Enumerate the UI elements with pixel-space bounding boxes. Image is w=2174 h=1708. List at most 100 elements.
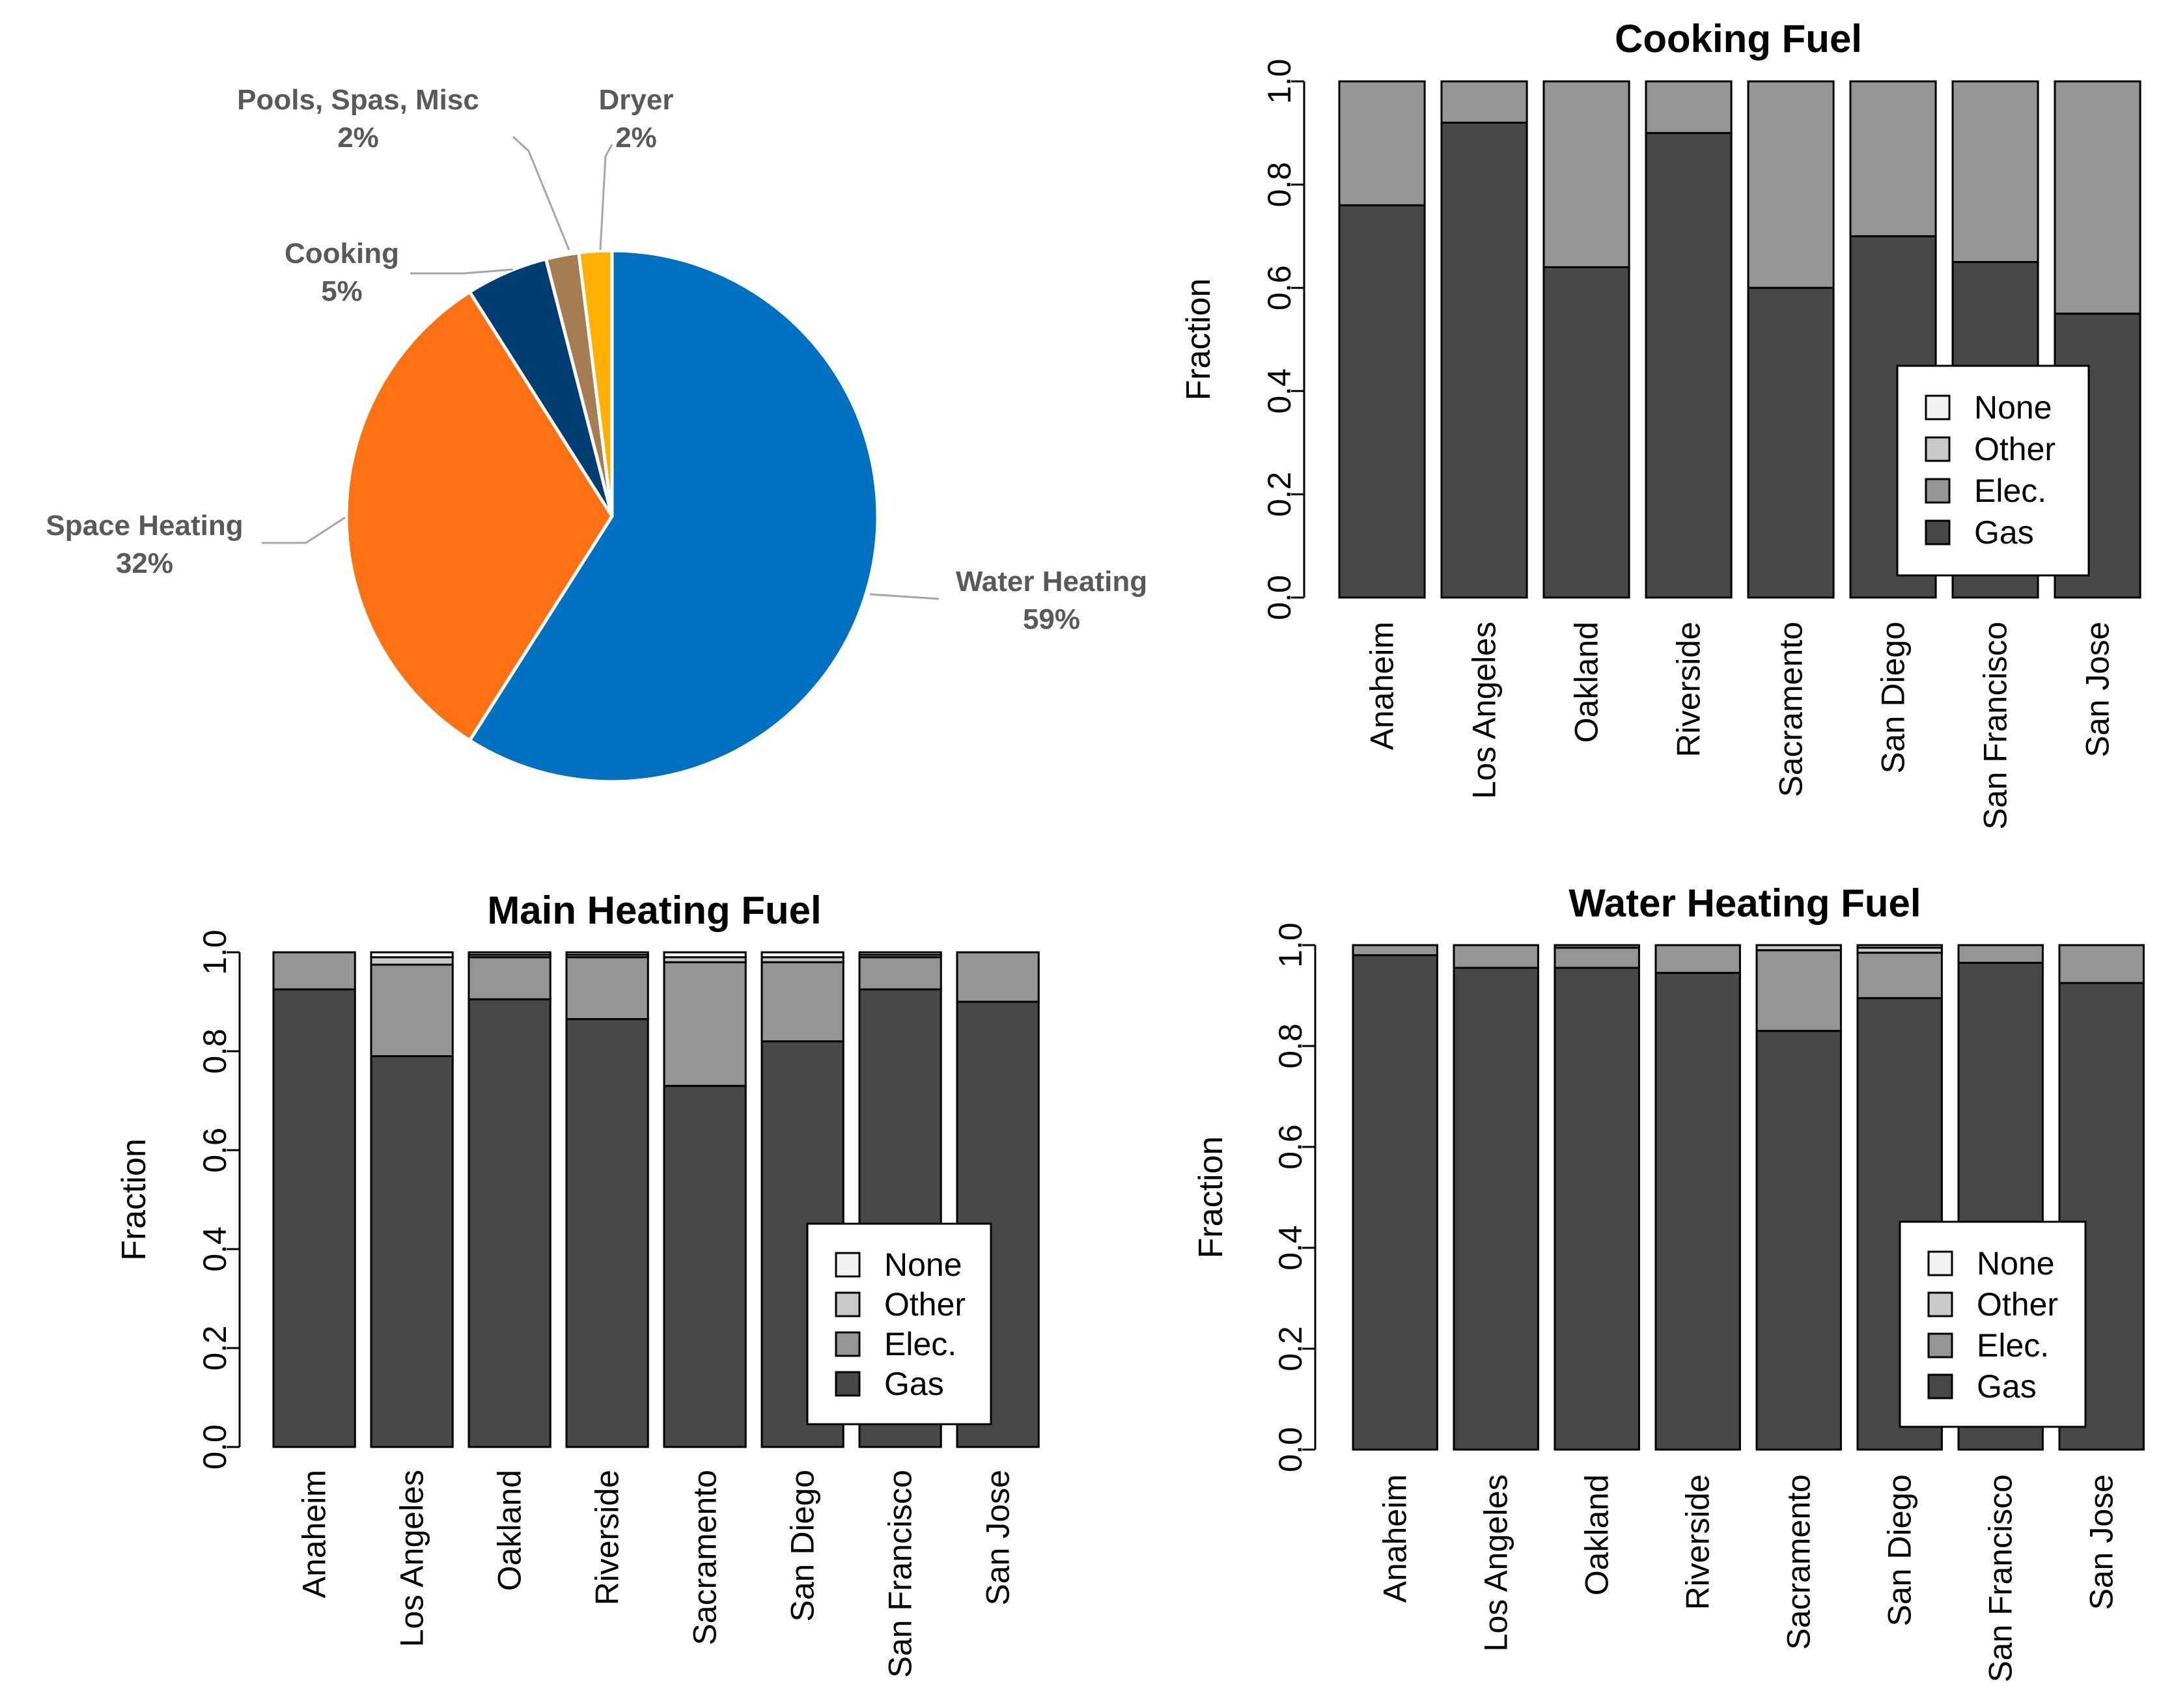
- legend-label-gas: Gas: [1974, 514, 2034, 551]
- bar-segment-oakland-gas: [1542, 266, 1630, 599]
- bar-segment-anaheim-elec: [1352, 944, 1438, 956]
- legend-swatch-other: [1925, 436, 1951, 462]
- bar-segment-sacramento-elec: [1747, 80, 1835, 289]
- legend-swatch-elec: [1927, 1332, 1953, 1358]
- y-tick-label: 0.6: [1261, 265, 1298, 310]
- x-tick-label-anaheim: Anaheim: [296, 1470, 333, 1598]
- x-tick-label-oakland: Oakland: [1568, 622, 1605, 743]
- bar-segment-san-diego-elec: [760, 961, 844, 1043]
- pie-label-dryer: Dryer: [599, 84, 674, 116]
- chart-title: Main Heating Fuel: [487, 888, 821, 932]
- legend-label-other: Other: [1974, 431, 2056, 467]
- bar-segment-sacramento-gas: [1747, 286, 1835, 599]
- x-tick-label-oakland: Oakland: [1579, 1474, 1615, 1595]
- bar-segment-oakland-other: [1554, 944, 1640, 949]
- x-tick-label-san-jose: San Jose: [980, 1470, 1016, 1605]
- pie-label-water-heating: Water Heating: [956, 566, 1147, 598]
- bar-chart-cooking-fuel: Cooking Fuel Fraction 0.0 0.2 0.4 0.6 0.8 1.0 An…: [1180, 17, 2141, 830]
- bar-segment-san-francisco-none: [858, 951, 942, 956]
- x-tick-label-san-jose: San Jose: [2083, 1474, 2120, 1610]
- bar-segment-riverside-gas: [1654, 972, 1741, 1451]
- bar-segment-anaheim-gas: [1338, 204, 1426, 599]
- y-tick-label: 0.4: [197, 1226, 233, 1272]
- legend-label-none: None: [1977, 1245, 2055, 1282]
- legend-swatch-other: [1927, 1291, 1953, 1317]
- pie-percent-dryer: 2%: [615, 122, 657, 154]
- bar-segment-riverside-gas: [1645, 131, 1733, 599]
- legend-label-gas: Gas: [1977, 1368, 2037, 1405]
- y-tick-label: 0.2: [1272, 1326, 1309, 1371]
- x-tick-label-san-francisco: San Francisco: [1977, 622, 2014, 830]
- bar-segment-riverside-gas: [565, 1018, 649, 1448]
- bar-segment-san-jose-elec: [2054, 80, 2141, 315]
- bar-chart-water-heating-fuel: Water Heating Fuel Fraction 0.0 0.2 0.4 0.6 0.…: [1192, 881, 2145, 1683]
- bar-segment-san-francisco-elec: [858, 956, 942, 991]
- legend-label-elec: Elec.: [884, 1326, 956, 1362]
- y-tick-label: 1.0: [197, 930, 233, 975]
- y-axis-label: Fraction: [1192, 1136, 1230, 1259]
- legend-swatch-none: [835, 1252, 861, 1278]
- y-tick-label: 0.0: [1261, 575, 1298, 620]
- legend-label-none: None: [884, 1247, 962, 1283]
- pie-slice-water-heating: [467, 249, 880, 784]
- y-tick-label: 0.2: [1261, 472, 1298, 517]
- y-tick-label: 0.0: [197, 1424, 233, 1470]
- y-tick-label: 0.8: [197, 1028, 233, 1074]
- bar-segment-anaheim-elec: [272, 951, 356, 991]
- y-tick-label: 1.0: [1272, 922, 1309, 968]
- y-tick-label: 0.6: [1272, 1124, 1309, 1170]
- bar-segment-los-angeles-gas: [370, 1055, 454, 1448]
- y-axis-label: Fraction: [115, 1138, 153, 1261]
- legend-label-none: None: [1974, 389, 2052, 426]
- pie-label-cooking: Cooking: [285, 238, 399, 269]
- x-tick-label-los-angeles: Los Angeles: [1466, 622, 1503, 799]
- chart-title: Water Heating Fuel: [1568, 881, 1921, 925]
- bar-segment-los-angeles-elec: [370, 963, 454, 1058]
- pie-percent-water-heating: 59%: [1023, 603, 1080, 635]
- bar-chart-main-heating-fuel: Main Heating Fuel Fraction 0.0 0.2 0.4 0.6 0.8…: [115, 888, 1040, 1678]
- legend-swatch-gas: [1925, 519, 1951, 545]
- bar-segment-anaheim-gas: [1352, 954, 1438, 1451]
- x-tick-label-san-diego: San Diego: [1882, 1474, 1918, 1627]
- x-tick-label-san-diego: San Diego: [785, 1470, 821, 1622]
- x-tick-label-riverside: Riverside: [1671, 622, 1707, 757]
- bar-segment-riverside-none: [565, 951, 649, 956]
- bar-segment-sacramento-gas: [1755, 1030, 1842, 1451]
- legend-label-elec: Elec.: [1974, 473, 2046, 509]
- pie-leader-line-space-heating: [262, 516, 346, 544]
- bar-segment-oakland-elec: [1554, 946, 1640, 969]
- y-tick-label: 1.0: [1261, 59, 1298, 104]
- y-tick-label: 0.4: [1272, 1225, 1309, 1271]
- legend-label-gas: Gas: [884, 1366, 944, 1402]
- x-tick-label-san-francisco: San Francisco: [1983, 1474, 2019, 1683]
- x-tick-label-sacramento: Sacramento: [687, 1470, 723, 1646]
- x-tick-label-san-francisco: San Francisco: [882, 1470, 919, 1678]
- pie-label-space-heating: Space Heating: [46, 510, 243, 542]
- x-tick-label-riverside: Riverside: [1680, 1474, 1716, 1610]
- x-tick-label-sacramento: Sacramento: [1773, 622, 1809, 797]
- pie-label-pools-spas-misc: Pools, Spas, Misc: [237, 84, 479, 116]
- pie-leader-line-water-heating: [869, 593, 940, 600]
- pie-leader-line-dryer: [599, 144, 613, 251]
- y-tick-label: 0.2: [197, 1325, 233, 1371]
- y-tick-label: 0.8: [1272, 1023, 1309, 1069]
- bar-segment-los-angeles-gas: [1453, 967, 1539, 1451]
- y-tick-label: 0.6: [197, 1127, 233, 1173]
- pie-slice-dryer: [577, 249, 614, 517]
- x-tick-label-oakland: Oakland: [492, 1470, 528, 1591]
- legend-label-elec: Elec.: [1977, 1327, 2049, 1364]
- pie-chart-end-uses: Water Heating 59% Space Heating 32% Cooking 5…: [46, 84, 1147, 784]
- bar-segment-san-francisco-elec: [1957, 944, 2044, 964]
- x-tick-label-san-diego: San Diego: [1875, 622, 1912, 774]
- bar-segment-riverside-elec: [1654, 944, 1741, 974]
- pie-percent-space-heating: 32%: [116, 547, 173, 579]
- legend-swatch-gas: [1927, 1373, 1953, 1399]
- legend-swatch-none: [1925, 394, 1951, 420]
- y-tick-label: 0.8: [1261, 162, 1298, 208]
- x-tick-label-riverside: Riverside: [589, 1470, 626, 1605]
- bar-segment-riverside-elec: [565, 956, 649, 1021]
- chart-title: Cooking Fuel: [1615, 17, 1862, 61]
- x-tick-label-san-jose: San Jose: [2080, 622, 2116, 757]
- bar-segment-los-angeles-elec: [1453, 944, 1539, 969]
